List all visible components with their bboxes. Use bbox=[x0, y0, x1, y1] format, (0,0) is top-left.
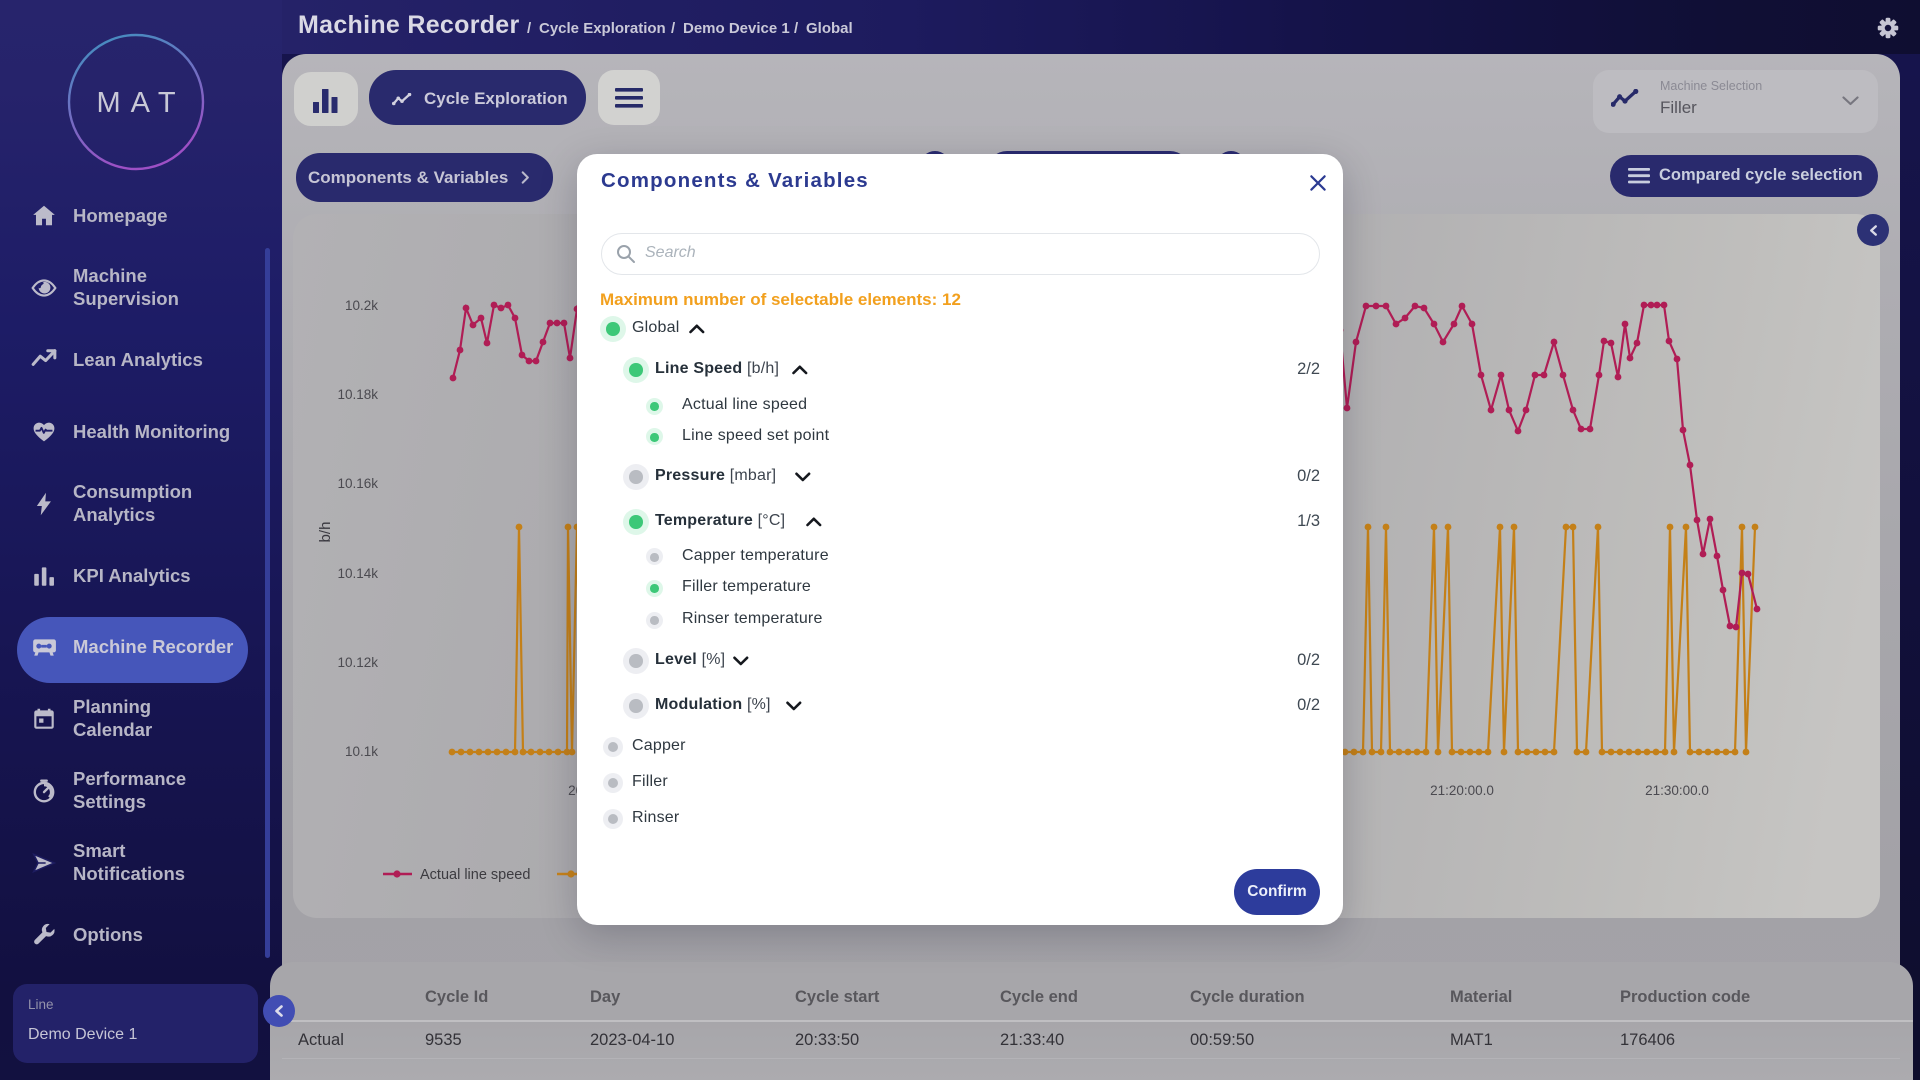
svg-text:21:20:00.0: 21:20:00.0 bbox=[1430, 783, 1494, 798]
svg-text:10.14k: 10.14k bbox=[337, 566, 378, 581]
svg-text:10.18k: 10.18k bbox=[337, 387, 378, 402]
svg-text:b/h: b/h bbox=[317, 522, 334, 543]
svg-text:10.1k: 10.1k bbox=[345, 744, 378, 759]
svg-text:10.2k: 10.2k bbox=[345, 298, 378, 313]
svg-text:21:30:00.0: 21:30:00.0 bbox=[1645, 783, 1709, 798]
svg-text:10.12k: 10.12k bbox=[337, 655, 378, 670]
svg-text:10.16k: 10.16k bbox=[337, 476, 378, 491]
svg-text:MAT: MAT bbox=[96, 87, 185, 119]
svg-text:Actual line speed: Actual line speed bbox=[420, 867, 530, 883]
